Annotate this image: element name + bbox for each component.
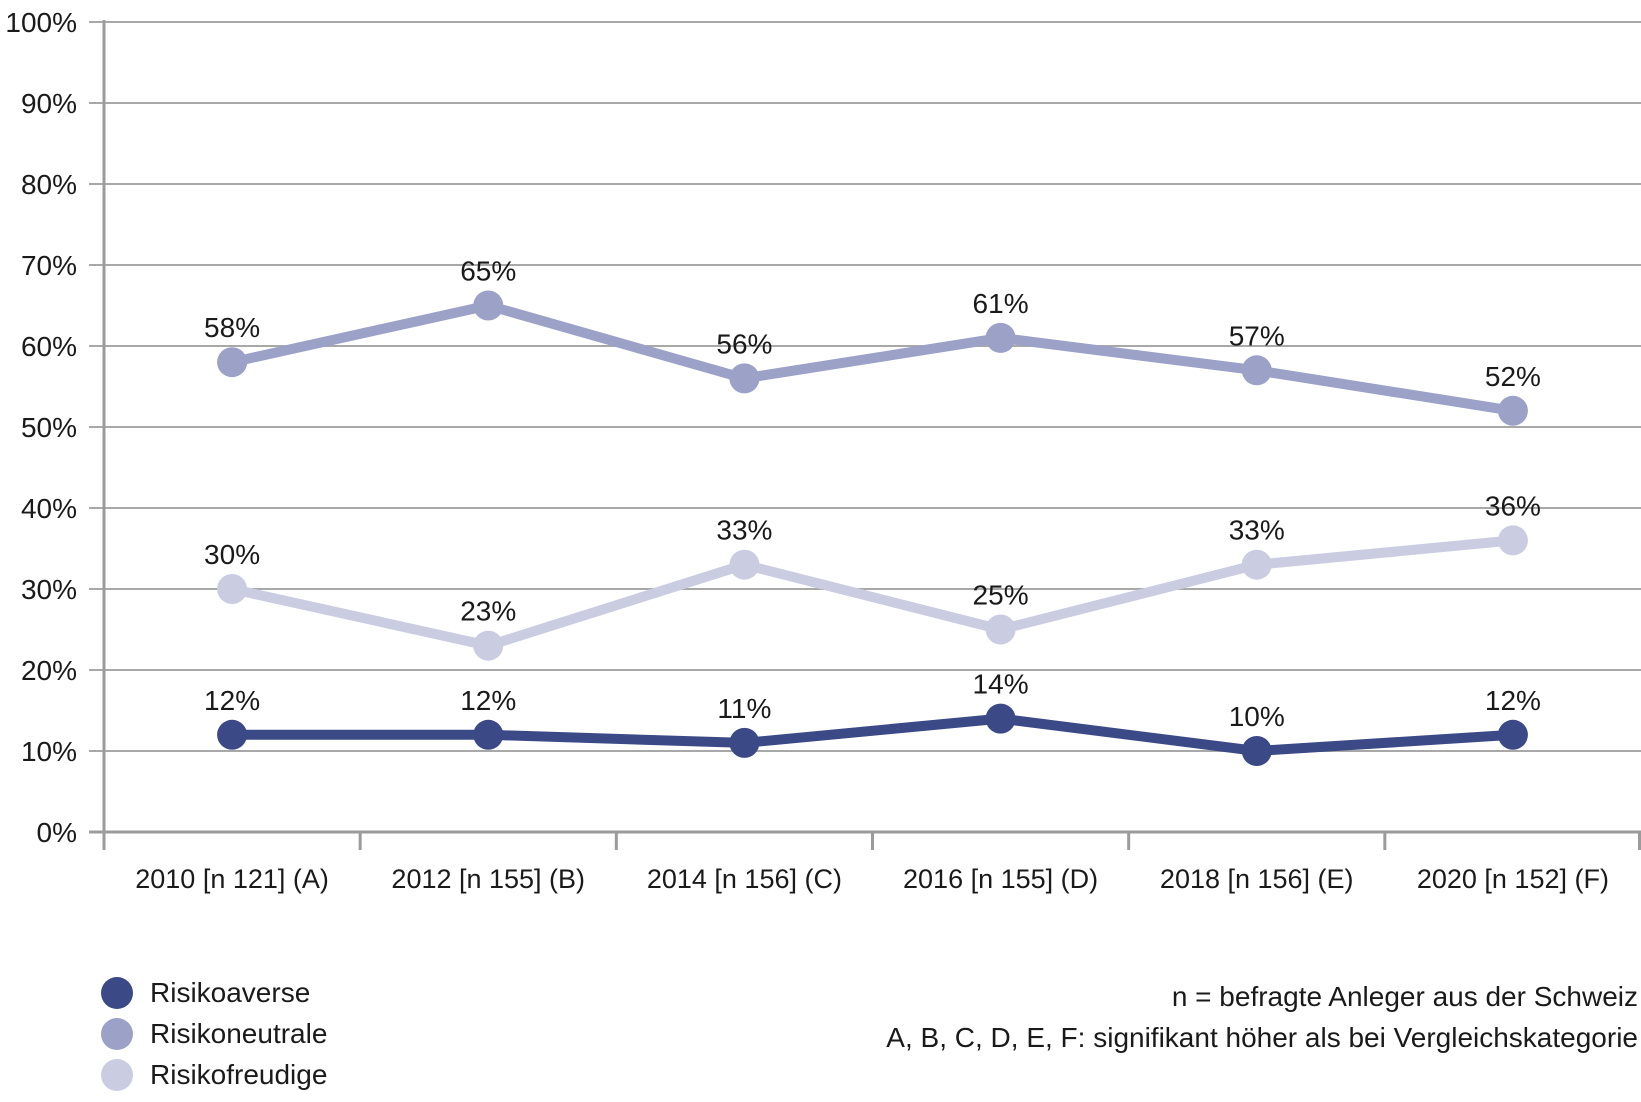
legend-color-dot [101,976,133,1009]
data-point-label: 12% [204,685,260,716]
data-point-label: 56% [716,328,772,359]
data-point-label: 65% [460,256,516,287]
legend-item: Risikofreudige [101,1054,327,1095]
data-point [1241,355,1272,386]
legend-item: Risikoneutrale [101,1013,327,1054]
y-axis-tick-label: 60% [21,331,77,362]
legend-color-dot [101,1058,133,1091]
note-significance: A, B, C, D, E, F: signifikant höher als … [886,1022,1638,1053]
y-axis-tick-label: 90% [21,88,77,119]
data-point-label: 61% [973,288,1029,319]
note-sample-size: n = befragte Anleger aus der Schweiz [1171,981,1638,1012]
data-point [1241,736,1272,766]
data-point-label: 33% [716,515,772,546]
data-point [217,574,248,604]
legend-color-dot [101,1017,133,1050]
data-point [985,322,1016,353]
data-point [1241,549,1272,580]
chart-legend: Risikoaverse Risikoneutrale Risikofreudige [101,972,327,1095]
x-axis-category-label: 2012 [n 155] (B) [391,864,585,894]
legend-item: Risikoaverse [101,972,327,1013]
x-axis-category-label: 2020 [n 152] (F) [1417,864,1609,894]
data-point-label: 10% [1229,701,1285,732]
data-point [729,549,760,580]
series-line-risikoaverse [227,713,1518,756]
data-point-label: 12% [1485,685,1541,716]
x-axis-category-label: 2010 [n 121] (A) [135,864,329,894]
data-point [1497,719,1528,750]
data-point [473,290,504,321]
y-axis-tick-label: 20% [21,655,77,686]
x-axis-category-label: 2016 [n 155] (D) [903,864,1098,894]
data-point [217,347,248,378]
series-line-risikoneutrale [227,300,1518,416]
y-axis-tick-label: 50% [21,412,77,443]
x-axis-category-label: 2014 [n 156] (C) [647,864,842,894]
legend-label: Risikoneutrale [150,1017,328,1049]
data-point [473,719,504,750]
data-point-label: 14% [973,669,1029,700]
y-axis-tick-label: 80% [21,169,77,200]
y-axis-tick-label: 0% [37,817,77,848]
x-axis-category-label: 2018 [n 156] (E) [1160,864,1354,894]
y-axis-tick-label: 10% [21,736,77,767]
data-point [473,630,504,661]
legend-label: Risikoaverse [150,976,311,1008]
y-axis-tick-label: 30% [21,574,77,605]
risk-category-line-chart: 0% 10% 20% 30% 40% 50% 60% 70% 80% 90% 100% 2010 [n… [5,7,1641,894]
y-axis-tick-label: 100% [5,7,77,38]
data-point [729,727,760,758]
data-point-label: 58% [204,312,260,343]
chart-footnotes: n = befragte Anleger aus der Schweiz A, … [886,976,1638,1058]
series-line-risikofreudige [227,535,1518,651]
data-point-label: 36% [1485,490,1541,521]
data-point [217,719,248,750]
data-point-label: 12% [460,685,516,716]
data-point-label: 30% [204,539,260,570]
data-point [1497,525,1528,556]
data-point [985,614,1016,645]
data-point-label: 33% [1229,515,1285,546]
y-axis-tick-label: 40% [21,493,77,524]
data-point-label: 52% [1485,361,1541,392]
data-point-label: 57% [1229,320,1285,351]
legend-label: Risikofreudige [150,1058,328,1090]
data-point-label: 23% [460,596,516,627]
data-point [729,363,760,394]
data-point [1497,395,1528,426]
data-point-label: 25% [973,580,1029,611]
data-point-label: 11% [717,693,771,724]
data-point [985,703,1016,734]
y-axis-tick-label: 70% [21,250,77,281]
